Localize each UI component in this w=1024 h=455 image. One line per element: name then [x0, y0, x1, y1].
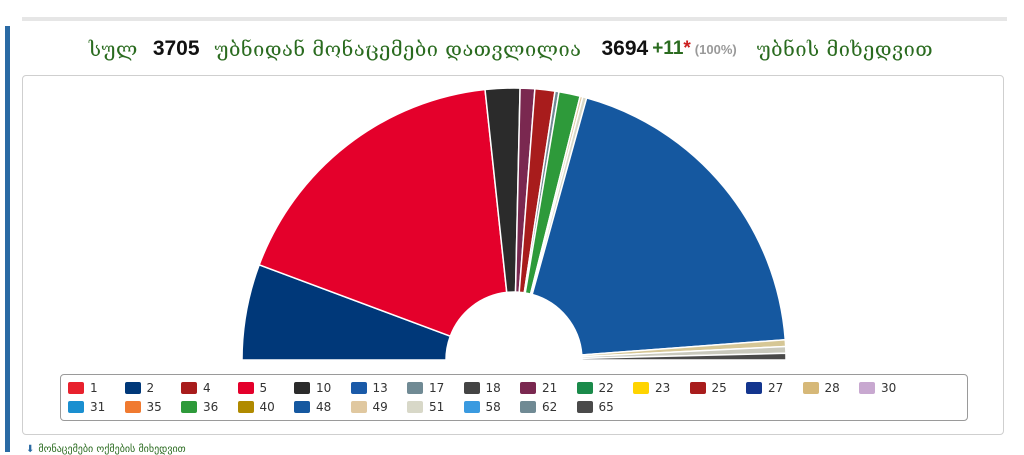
- legend-item-35[interactable]: 35: [124, 397, 182, 416]
- legend-swatch: [237, 400, 254, 413]
- results-header: სულ 3705 უბნიდან მონაცემები დათვლილია 36…: [14, 33, 1008, 65]
- legend-swatch: [407, 400, 423, 413]
- legend-label: 65: [598, 399, 614, 414]
- legend-swatch: [68, 381, 84, 394]
- legend-swatch: [350, 400, 367, 413]
- legend-item-28[interactable]: 28: [802, 378, 860, 397]
- legend-label: 31: [90, 399, 106, 414]
- legend-swatch: [237, 381, 254, 394]
- protocols-link-label: მონაცემები ოქმების მიხედვით: [38, 444, 186, 455]
- legend-label: 23: [655, 380, 671, 395]
- legend-swatch: [181, 381, 197, 394]
- legend-item-36[interactable]: 36: [181, 397, 238, 416]
- legend-item-23[interactable]: 23: [633, 378, 690, 397]
- legend-item-13[interactable]: 13: [350, 378, 408, 397]
- legend-item-10[interactable]: 10: [294, 378, 351, 397]
- legend-label: 18: [485, 380, 501, 395]
- legend-swatch: [520, 400, 536, 413]
- legend-item-49[interactable]: 49: [350, 397, 408, 416]
- slice-65[interactable]: [581, 352, 787, 361]
- header-word-total: სულ: [88, 37, 138, 61]
- legend-swatch: [407, 381, 423, 394]
- slice-48[interactable]: [531, 96, 787, 356]
- legend-item-27[interactable]: 27: [746, 378, 803, 397]
- legend-item-31[interactable]: 31: [68, 397, 125, 416]
- header-percent: (100%): [694, 41, 737, 57]
- legend-label: 36: [203, 399, 219, 414]
- legend-item-1[interactable]: 1: [68, 378, 125, 397]
- legend-item-21[interactable]: 21: [520, 378, 577, 397]
- legend-label: 40: [259, 399, 275, 414]
- legend-item-18[interactable]: 18: [463, 378, 521, 397]
- legend-item-51[interactable]: 51: [407, 397, 464, 416]
- legend-label: 28: [824, 380, 840, 395]
- legend-item-22[interactable]: 22: [576, 378, 634, 397]
- legend-item-58[interactable]: 58: [463, 397, 521, 416]
- header-word-by-precinct: უბნის მიხედვით: [756, 37, 934, 61]
- legend-label: 48: [316, 399, 332, 414]
- legend-label: 17: [429, 380, 445, 395]
- chart-panel: [22, 75, 1004, 435]
- legend-swatch: [350, 381, 367, 394]
- legend-item-2[interactable]: 2: [124, 378, 182, 397]
- slice-5[interactable]: [258, 88, 508, 338]
- legend-swatch: [294, 400, 310, 413]
- legend-label: 35: [146, 399, 162, 414]
- legend-item-30[interactable]: 30: [859, 378, 916, 397]
- legend-label: 25: [711, 380, 727, 395]
- legend-label: 27: [768, 380, 784, 395]
- legend-label: 30: [881, 380, 897, 395]
- top-divider: [22, 17, 1007, 21]
- legend-swatch: [463, 400, 480, 413]
- legend-label: 62: [542, 399, 558, 414]
- legend-label: 49: [372, 399, 388, 414]
- header-asterisk: *: [683, 38, 691, 59]
- header-total-precincts: 3705: [152, 37, 200, 60]
- legend-item-62[interactable]: 62: [520, 397, 577, 416]
- down-arrow-icon: ⬇: [26, 444, 35, 455]
- legend-item-25[interactable]: 25: [689, 378, 747, 397]
- header-word-from-precincts: უბნიდან მონაცემები დათვლილია: [214, 37, 582, 61]
- legend-swatch: [294, 381, 310, 394]
- legend-label: 5: [259, 380, 268, 395]
- legend-swatch: [124, 381, 141, 394]
- legend-label: 1: [90, 380, 98, 395]
- legend-label: 10: [316, 380, 332, 395]
- legend-swatch: [520, 381, 536, 394]
- header-extra-count: +11: [652, 38, 684, 59]
- chart-legend: 1 2 4 5 10 13 17 18 21 22 23 25 27 28 30 31 35 36 40 48 49 51…: [60, 374, 968, 421]
- legend-item-5[interactable]: 5: [237, 378, 295, 397]
- legend-item-17[interactable]: 17: [407, 378, 464, 397]
- header-counted-precincts: 3694: [601, 37, 649, 60]
- legend-label: 2: [146, 380, 155, 395]
- legend-swatch: [576, 381, 593, 394]
- legend-label: 51: [429, 399, 445, 414]
- legend-swatch: [124, 400, 141, 413]
- protocols-link[interactable]: ⬇ მონაცემები ოქმების მიხედვით: [26, 444, 186, 455]
- legend-swatch: [802, 381, 819, 394]
- legend-item-65[interactable]: 65: [576, 397, 634, 416]
- legend-swatch: [633, 381, 649, 394]
- legend-item-4[interactable]: 4: [181, 378, 238, 397]
- legend-item-40[interactable]: 40: [237, 397, 295, 416]
- legend-swatch: [576, 400, 593, 413]
- legend-label: 58: [485, 399, 501, 414]
- legend-label: 21: [542, 380, 558, 395]
- legend-label: 4: [203, 380, 211, 395]
- legend-swatch: [68, 400, 84, 413]
- legend-swatch: [181, 400, 197, 413]
- legend-swatch: [859, 381, 875, 394]
- legend-item-48[interactable]: 48: [294, 397, 351, 416]
- legend-swatch: [746, 381, 762, 394]
- legend-label: 22: [598, 380, 614, 395]
- legend-label: 13: [372, 380, 388, 395]
- left-accent-bar: [5, 26, 10, 452]
- legend-swatch: [689, 381, 706, 394]
- legend-swatch: [463, 381, 480, 394]
